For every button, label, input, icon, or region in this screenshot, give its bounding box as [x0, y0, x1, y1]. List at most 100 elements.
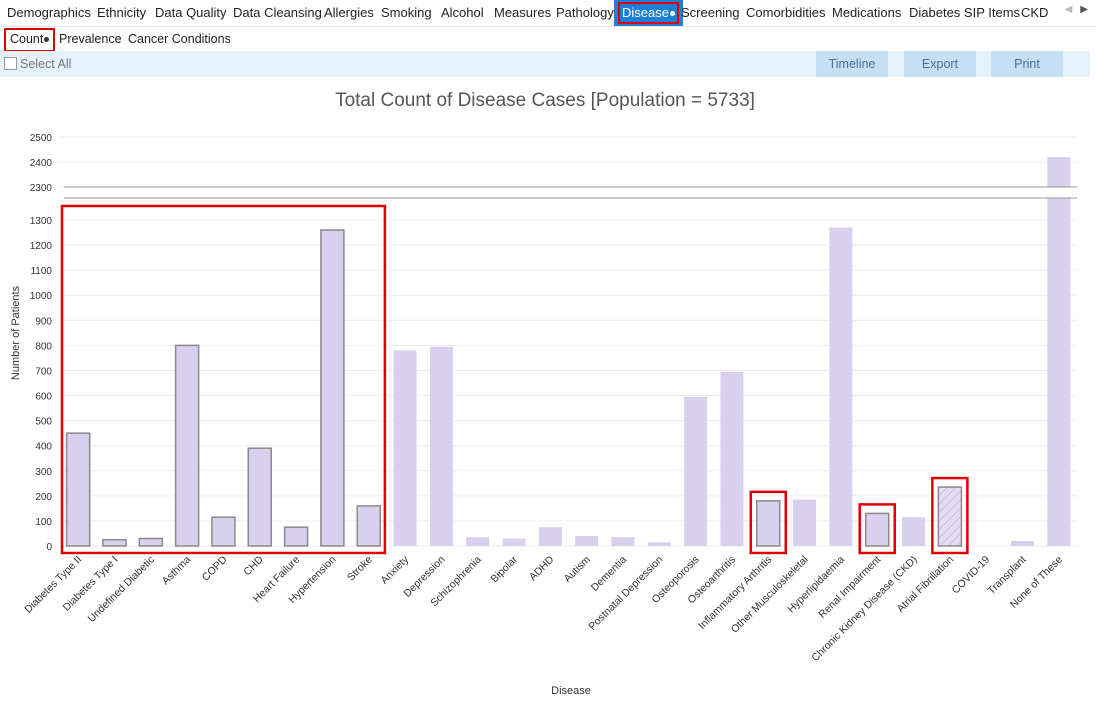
bar [138, 537, 164, 547]
x-tick-label: Autism [562, 553, 593, 584]
tab-disease-label: Disease [622, 5, 669, 20]
bar [720, 371, 744, 546]
gridlines [60, 136, 1077, 547]
bar [320, 229, 345, 547]
tab-smoking[interactable]: Smoking [381, 5, 432, 20]
x-tick-label: Anxiety [378, 553, 411, 586]
tab-comorbidities[interactable]: Comorbidities [746, 5, 826, 20]
x-tick-label: Asthma [160, 554, 194, 588]
y-tick-label: 1300 [30, 216, 53, 227]
y-tick-label: 0 [46, 542, 52, 553]
bar [1011, 540, 1035, 546]
bar [65, 432, 91, 547]
bar [211, 516, 236, 547]
y-tick-label: 2300 [30, 183, 53, 194]
tab-ethnicity[interactable]: Ethnicity [97, 5, 147, 20]
disease-tab-bar: Demographics Ethnicity Data Quality Data… [0, 0, 1096, 26]
bar [793, 499, 817, 546]
bar [611, 537, 635, 546]
bar [538, 527, 562, 546]
selection-highlight [858, 503, 896, 555]
bars [65, 157, 1071, 547]
x-tick-label: Undefined Diabetic [86, 554, 157, 625]
selection-highlight [749, 490, 788, 555]
tab-diabetes-sip-items[interactable]: Diabetes SIP Items [909, 5, 1021, 20]
tab-scroll-controls: ◀ ▶ [1057, 4, 1088, 15]
select-all-checkbox[interactable] [4, 57, 17, 70]
y-tick-label: 800 [35, 341, 52, 352]
subtab-count-label: Count [10, 32, 44, 46]
y-tick-label: 600 [35, 392, 52, 403]
x-tick-label: CHD [241, 553, 266, 578]
bar [429, 346, 453, 546]
y-tick-label: 1100 [30, 266, 52, 277]
axis-break-band [60, 188, 1077, 198]
y-tick-label: 300 [35, 467, 52, 478]
bar [684, 396, 708, 546]
scroll-right-icon[interactable]: ▶ [1080, 4, 1088, 15]
x-tick-label: ADHD [527, 553, 557, 583]
bar [829, 227, 853, 546]
y-tick-label: 500 [35, 417, 52, 428]
y-tick-label: 400 [35, 442, 52, 453]
y-tick-label: 700 [35, 366, 52, 377]
selection-highlight [60, 204, 387, 555]
subtab-cancer-conditions[interactable]: Cancer Conditions [128, 32, 231, 46]
y-tick-label: 100 [35, 517, 52, 528]
tab-disease[interactable]: Disease [614, 0, 683, 26]
tab-ckd[interactable]: CKD [1021, 5, 1049, 20]
tab-divider [0, 26, 1096, 27]
y-tick-label: 900 [35, 316, 52, 327]
active-dot-icon [44, 37, 50, 43]
bar [756, 500, 781, 547]
y-tick-label: 2400 [30, 158, 53, 169]
tab-screening[interactable]: Screening [681, 5, 740, 20]
x-tick-label: COPD [200, 553, 230, 583]
tab-data-cleansing[interactable]: Data Cleansing [233, 5, 322, 20]
chart-title: Total Count of Disease Cases [Population… [335, 90, 755, 111]
bar [902, 517, 926, 546]
bar [102, 538, 127, 547]
tab-pathology[interactable]: Pathology [556, 5, 614, 20]
scroll-left-icon[interactable]: ◀ [1064, 4, 1073, 15]
tab-measures[interactable]: Measures [494, 5, 552, 20]
x-tick-label: Renal Impairment [816, 554, 883, 621]
y-tick-label: 200 [35, 492, 52, 503]
disease-count-chart: 0 100 200 300 400 500 600 700 800 900 1000 1100 1200… [10, 90, 1077, 697]
tab-allergies[interactable]: Allergies [324, 5, 374, 20]
bar [864, 512, 890, 547]
y-tick-label: 1200 [30, 241, 53, 252]
bar [393, 350, 417, 546]
bar [247, 447, 273, 547]
tab-medications[interactable]: Medications [832, 5, 902, 20]
bar [174, 344, 200, 547]
print-button[interactable]: Print [991, 51, 1063, 77]
tab-data-quality[interactable]: Data Quality [155, 5, 227, 20]
y-tick-label: 1000 [30, 291, 53, 302]
select-all-label[interactable]: Select All [20, 57, 72, 71]
timeline-button[interactable]: Timeline [816, 51, 888, 77]
bar [283, 526, 309, 547]
x-tick-label: Stroke [345, 554, 375, 584]
bar [575, 535, 599, 546]
subtab-bar: Count Prevalence Cancer Conditions [0, 27, 1096, 52]
selection-highlight [931, 476, 969, 555]
bar [502, 538, 526, 546]
bar [466, 537, 490, 546]
axis-break [60, 186, 1077, 199]
bar [1047, 198, 1071, 546]
x-tick-label: Bipolar [489, 553, 521, 585]
selection-highlights [60, 204, 969, 555]
tab-alcohol[interactable]: Alcohol [441, 5, 484, 20]
bar [937, 486, 963, 547]
bar [647, 542, 671, 546]
y-axis-title: Number of Patients [10, 285, 22, 380]
bar [356, 505, 381, 547]
export-button[interactable]: Export [904, 51, 976, 77]
y-tick-label: 2500 [30, 133, 53, 144]
x-axis-title: Disease [551, 685, 591, 697]
subtab-count[interactable]: Count [4, 28, 56, 52]
subtab-prevalence[interactable]: Prevalence [59, 32, 122, 46]
bar [1047, 157, 1071, 187]
tab-demographics[interactable]: Demographics [7, 5, 91, 20]
